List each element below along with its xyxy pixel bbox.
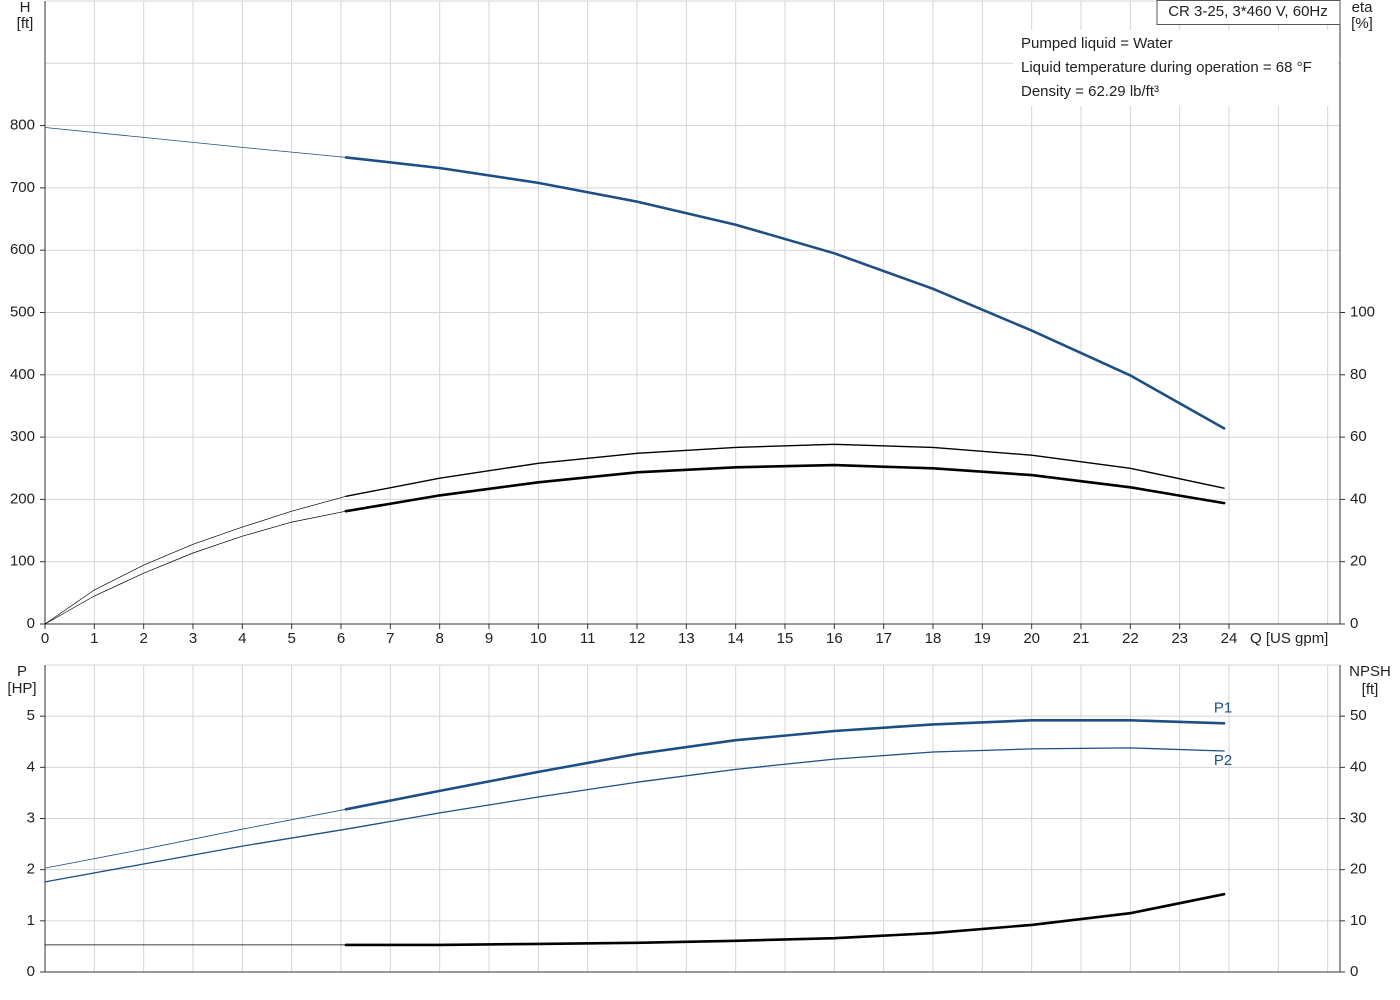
- y-tick-label: 3: [27, 809, 35, 826]
- y-axis-unit: [HP]: [7, 680, 36, 697]
- y-tick-label: 1: [27, 912, 35, 929]
- annotation: Density = 62.29 lb/ft³: [1021, 83, 1159, 100]
- y-tick-label: 5: [27, 707, 35, 724]
- y2-tick-label: 0: [1350, 615, 1358, 632]
- x-tick-label: 8: [435, 630, 443, 647]
- series-label: P1: [1214, 699, 1232, 716]
- title-box: [1156, 0, 1341, 25]
- x-axis-label: Q [US gpm]: [1250, 630, 1328, 647]
- y2-axis-label: eta: [1352, 0, 1374, 16]
- y-tick-label: 400: [10, 366, 35, 383]
- x-tick-label: 6: [337, 630, 345, 647]
- y2-tick-label: 20: [1350, 861, 1367, 878]
- y2-axis-unit: [ft]: [1362, 681, 1379, 698]
- curve: [344, 719, 1226, 811]
- y2-tick-label: 30: [1350, 809, 1367, 826]
- curve: [344, 463, 1226, 513]
- x-tick-label: 21: [1073, 630, 1090, 647]
- y-axis-unit: [ft]: [17, 15, 34, 32]
- y2-tick-label: 50: [1350, 707, 1367, 724]
- x-tick-label: 0: [41, 630, 49, 647]
- x-tick-label: 18: [925, 630, 942, 647]
- curve: [44, 495, 347, 625]
- x-tick-label: 9: [485, 630, 493, 647]
- curve: [44, 747, 1225, 883]
- x-tick-label: 10: [530, 630, 547, 647]
- y-tick-label: 100: [10, 553, 35, 570]
- y-axis-label: P: [17, 663, 27, 680]
- chart-title: CR 3-25, 3*460 V, 60Hz: [1168, 3, 1328, 20]
- y2-tick-label: 10: [1350, 912, 1367, 929]
- x-tick-label: 19: [974, 630, 991, 647]
- x-tick-label: 3: [189, 630, 197, 647]
- x-tick-label: 2: [139, 630, 147, 647]
- y2-tick-label: 40: [1350, 758, 1367, 775]
- y-tick-label: 700: [10, 179, 35, 196]
- y2-tick-label: 80: [1350, 366, 1367, 383]
- curve: [44, 808, 347, 869]
- x-tick-label: 17: [875, 630, 892, 647]
- y2-axis-label: NPSH: [1349, 663, 1391, 680]
- x-tick-label: 16: [826, 630, 843, 647]
- y-tick-label: 600: [10, 241, 35, 258]
- y-tick-label: 0: [27, 963, 35, 980]
- x-tick-label: 20: [1023, 630, 1040, 647]
- y-axis-label: H: [20, 0, 31, 16]
- x-tick-label: 15: [777, 630, 794, 647]
- curve: [345, 443, 1225, 497]
- x-tick-label: 12: [629, 630, 646, 647]
- y-tick-label: 2: [27, 861, 35, 878]
- y-tick-label: 4: [27, 758, 35, 775]
- y2-tick-label: 100: [1350, 303, 1375, 320]
- x-tick-label: 5: [287, 630, 295, 647]
- x-tick-label: 7: [386, 630, 394, 647]
- x-tick-label: 11: [580, 630, 596, 647]
- y2-tick-label: 20: [1350, 553, 1367, 570]
- y2-tick-label: 0: [1350, 963, 1358, 980]
- y-tick-label: 300: [10, 428, 35, 445]
- x-tick-label: 22: [1122, 630, 1139, 647]
- x-tick-label: 14: [727, 630, 744, 647]
- x-tick-label: 1: [90, 630, 98, 647]
- y2-tick-label: 40: [1350, 490, 1367, 507]
- x-tick-label: 4: [238, 630, 246, 647]
- y-tick-label: 200: [10, 490, 35, 507]
- y-tick-label: 500: [10, 303, 35, 320]
- curve: [44, 510, 347, 625]
- annotation: Liquid temperature during operation = 68…: [1021, 59, 1312, 76]
- y2-axis-unit: [%]: [1351, 15, 1373, 32]
- y-tick-label: 0: [27, 615, 35, 632]
- annotation-background: [1013, 30, 1338, 106]
- y-tick-label: 800: [10, 117, 35, 134]
- x-tick-label: 13: [678, 630, 695, 647]
- y2-tick-label: 60: [1350, 428, 1367, 445]
- annotation: Pumped liquid = Water: [1021, 35, 1173, 52]
- curve: [44, 127, 347, 158]
- x-tick-label: 23: [1171, 630, 1188, 647]
- curve: [344, 156, 1226, 430]
- series-label: P2: [1214, 752, 1232, 769]
- curve: [344, 892, 1226, 947]
- x-tick-label: 24: [1221, 630, 1238, 647]
